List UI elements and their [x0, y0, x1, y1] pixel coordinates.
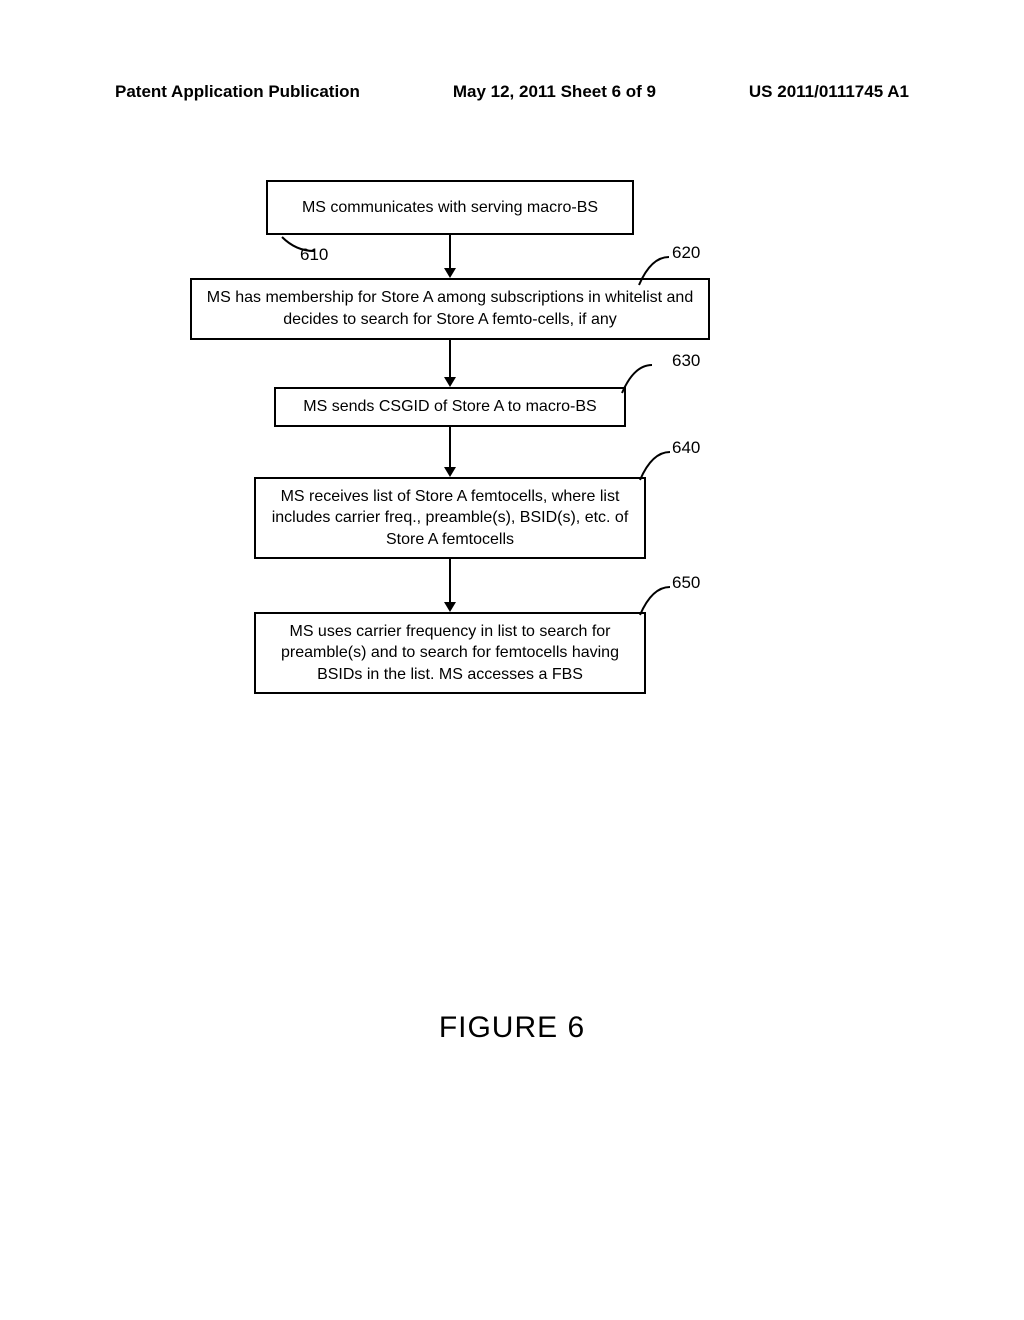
flowchart: MS communicates with serving macro-BS MS … [0, 180, 1024, 830]
header-right: US 2011/0111745 A1 [749, 82, 909, 102]
arrow-head-a2 [444, 377, 456, 387]
ref-label-l630: 630 [672, 351, 700, 371]
flow-box-b2: MS has membership for Store A among subs… [190, 278, 710, 340]
figure-label: FIGURE 6 [0, 1011, 1024, 1045]
ref-curve-l650 [636, 585, 676, 621]
arrow-a4 [449, 559, 451, 602]
arrow-head-a1 [444, 268, 456, 278]
ref-curve-l610 [276, 235, 316, 271]
ref-label-l650: 650 [672, 573, 700, 593]
arrow-head-a4 [444, 602, 456, 612]
ref-curve-l630 [618, 363, 658, 399]
arrow-a3 [449, 427, 451, 467]
ref-curve-l640 [636, 450, 676, 486]
ref-curve-l620 [635, 255, 675, 291]
flow-box-b1: MS communicates with serving macro-BS [266, 180, 634, 235]
header: Patent Application Publication May 12, 2… [0, 82, 1024, 102]
arrow-a2 [449, 340, 451, 377]
header-left: Patent Application Publication [115, 82, 360, 102]
flow-box-b3: MS sends CSGID of Store A to macro-BS [274, 387, 626, 427]
ref-label-l640: 640 [672, 438, 700, 458]
arrow-a1 [449, 235, 451, 268]
flow-box-b4: MS receives list of Store A femtocells, … [254, 477, 646, 559]
arrow-head-a3 [444, 467, 456, 477]
ref-label-l620: 620 [672, 243, 700, 263]
header-center: May 12, 2011 Sheet 6 of 9 [453, 82, 656, 102]
flow-box-b5: MS uses carrier frequency in list to sea… [254, 612, 646, 694]
